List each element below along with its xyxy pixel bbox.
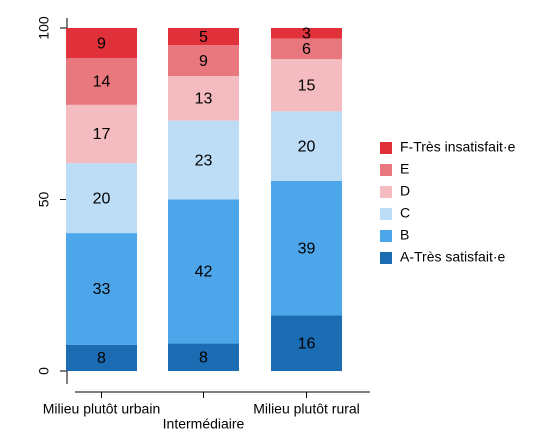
bar-segment [271, 28, 342, 39]
value-label: 15 [298, 77, 316, 94]
bar-segment [168, 28, 239, 46]
bar-segment [168, 343, 239, 371]
bar-segment [66, 233, 137, 345]
bar-segment [168, 45, 239, 77]
value-label: 14 [93, 74, 111, 91]
value-label: 8 [199, 349, 208, 366]
bar-segment [66, 104, 137, 164]
value-label: 5 [199, 29, 208, 46]
legend-label: A-Très satisfait·e [400, 249, 505, 265]
bar-segment [66, 163, 137, 234]
value-label: 39 [298, 240, 316, 257]
bar-segment [271, 315, 342, 371]
bar-segment [168, 120, 239, 200]
bar-segment [66, 58, 137, 105]
legend-label: F-Très insatisfait·e [400, 139, 516, 155]
value-label: 13 [195, 91, 213, 108]
legend-label: C [400, 205, 410, 221]
legend-swatch [380, 186, 392, 198]
y-tick-label: 50 [36, 192, 52, 208]
bar-segment [271, 180, 342, 316]
legend-swatch [380, 252, 392, 264]
legend-label: E [400, 161, 409, 177]
value-label: 9 [97, 35, 106, 52]
value-label: 20 [93, 190, 111, 207]
value-label: 8 [97, 350, 106, 367]
legend-swatch [380, 142, 392, 154]
legend-label: B [400, 227, 409, 243]
value-label: 3 [302, 26, 311, 43]
bar-segment [271, 59, 342, 112]
value-label: 33 [93, 281, 111, 298]
bar-segment [168, 76, 239, 121]
legend-swatch [380, 164, 392, 176]
x-tick-label: Milieu plutôt urbain [43, 401, 161, 417]
bar-segment [66, 28, 137, 59]
value-label: 42 [195, 264, 213, 281]
bar-segment [66, 344, 137, 371]
x-tick-label: Intermédiaire [163, 416, 245, 432]
legend-swatch [380, 230, 392, 242]
value-label: 20 [298, 138, 316, 155]
value-label: 17 [93, 126, 111, 143]
bar-segment [168, 199, 239, 344]
value-label: 16 [298, 335, 316, 352]
bar-segment [271, 38, 342, 60]
value-label: 9 [199, 53, 208, 70]
x-tick-label: Milieu plutôt rural [253, 401, 360, 417]
value-label: 6 [302, 41, 311, 58]
legend-swatch [380, 208, 392, 220]
value-label: 23 [195, 152, 213, 169]
legend-label: D [400, 183, 410, 199]
y-tick-label: 0 [36, 367, 52, 375]
y-tick-label: 100 [36, 16, 52, 40]
bar-segment [271, 111, 342, 181]
